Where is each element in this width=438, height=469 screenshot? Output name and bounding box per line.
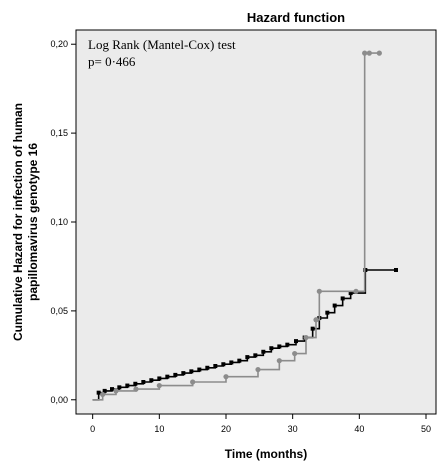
series-1-point <box>117 385 122 390</box>
series-2-point <box>190 379 196 385</box>
series-2-point <box>313 317 319 323</box>
y-tick-label: 0,15 <box>50 128 68 138</box>
series-2-point <box>376 50 382 56</box>
series-1-point <box>348 291 353 296</box>
series-1-point <box>229 360 234 365</box>
series-1-point <box>221 362 226 367</box>
series-1-point <box>310 326 315 331</box>
series-1-point <box>125 383 130 388</box>
x-tick-label: 10 <box>154 424 164 434</box>
series-1-point <box>165 374 170 379</box>
series-1-point <box>189 369 194 374</box>
series-2-point <box>133 386 139 392</box>
series-2-point <box>156 382 162 389</box>
series-layer <box>92 50 398 401</box>
x-tick-label: 20 <box>221 424 231 434</box>
y-axis-label-line-2: papillomavirus genotype 16 <box>26 143 40 301</box>
x-axis-label: Time (months) <box>225 447 307 461</box>
series-1-point <box>325 310 330 315</box>
y-tick-label: 0,00 <box>50 395 68 405</box>
log-rank-test-label: Log Rank (Mantel-Cox) test <box>88 37 236 52</box>
series-1-point <box>285 342 290 347</box>
axis-ticks: 0 10 20 30 40 50 0,00 0,05 0,10 0,15 0,20 <box>50 39 431 434</box>
series-1-point <box>340 296 345 301</box>
series-1-point <box>102 388 107 393</box>
series-1-point <box>157 376 162 381</box>
series-2-point <box>100 391 106 398</box>
x-tick-label: 0 <box>90 424 95 434</box>
p-value-label: p= 0·466 <box>88 54 136 69</box>
series-1-point <box>245 355 250 360</box>
series-1-point <box>149 378 154 383</box>
series-1-point <box>294 339 298 344</box>
series-1 <box>92 268 398 401</box>
series-1-point <box>253 353 258 358</box>
series-1-point <box>181 371 186 376</box>
series-1-point <box>213 364 218 368</box>
series-2 <box>92 50 382 401</box>
series-2-point <box>362 50 368 56</box>
chart-title: Hazard function <box>247 10 345 25</box>
x-tick-label: 50 <box>421 424 431 434</box>
series-1-point <box>277 344 282 349</box>
series-1-point <box>237 358 242 363</box>
series-2-point <box>316 288 322 294</box>
series-1-point <box>332 303 337 308</box>
y-tick-label: 0,10 <box>50 217 68 227</box>
series-2-point <box>276 358 282 364</box>
plot-area <box>75 29 437 415</box>
series-2-point <box>113 388 119 394</box>
series-2-point <box>292 350 298 357</box>
series-2-point <box>223 374 229 380</box>
log-rank-annotation: Log Rank (Mantel-Cox) test p= 0·466 <box>88 37 236 69</box>
series-1-point <box>269 346 274 351</box>
y-axis-label: Cumulative Hazard for infection of human… <box>11 103 40 341</box>
series-2-point <box>255 366 261 373</box>
series-1-point <box>133 381 138 386</box>
series-1-point <box>261 349 266 354</box>
series-2-point <box>366 50 372 56</box>
series-1-point <box>141 380 146 384</box>
series-1-point <box>173 372 178 377</box>
series-1-point <box>96 390 101 395</box>
x-tick-label: 30 <box>288 424 298 434</box>
series-2-point <box>303 334 309 341</box>
y-tick-label: 0,20 <box>50 39 68 49</box>
y-axis-label-line-1: Cumulative Hazard for infection of human <box>11 103 25 341</box>
series-1-point <box>110 387 114 392</box>
series-1-point <box>205 365 210 370</box>
series-2-step-line <box>92 52 380 401</box>
series-1-point <box>394 268 398 272</box>
x-tick-label: 40 <box>354 424 364 434</box>
series-1-point <box>197 367 202 372</box>
y-tick-label: 0,05 <box>50 306 68 316</box>
series-2-point <box>353 288 359 294</box>
